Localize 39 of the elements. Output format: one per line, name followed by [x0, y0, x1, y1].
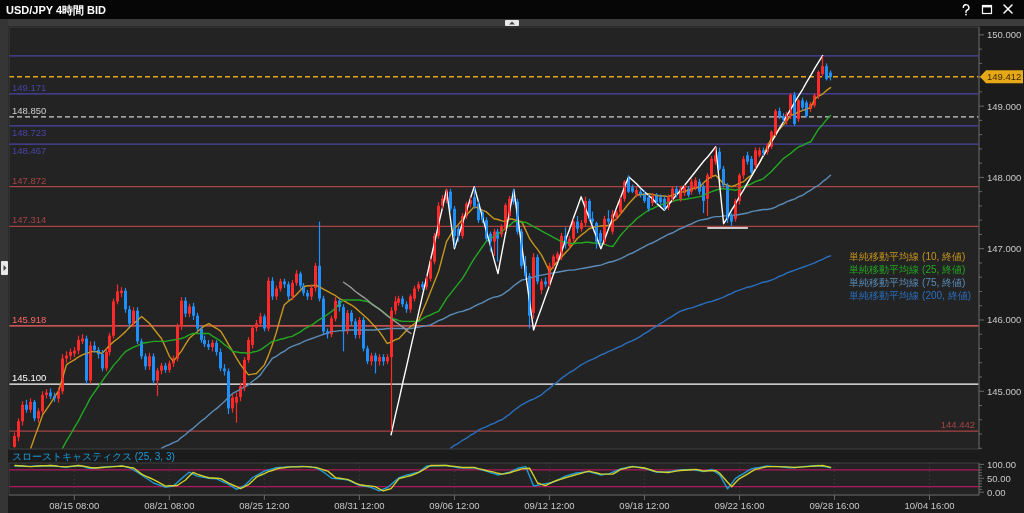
- ref-line-label: 148.850: [12, 104, 47, 116]
- y-tick-label: 100.00: [987, 458, 1017, 470]
- ref-line-label: 145.918: [12, 313, 47, 325]
- line-series: [14, 464, 832, 492]
- text: 単純移動平均線 (25, 終値): [849, 264, 966, 276]
- line-series: [160, 174, 832, 449]
- chart-title: スローストキャスティクス (25, 3, 3): [12, 450, 175, 462]
- ref-line-label: 148.723: [12, 126, 47, 138]
- x-tick-label: 08/25 12:00: [239, 500, 290, 511]
- y-tick-label: 0.00: [987, 486, 1006, 498]
- chart-title: USD/JPY 4時間 BID: [6, 3, 107, 16]
- y-tick-label: 149.412: [987, 71, 1022, 83]
- ref-line-label: 147.314: [12, 214, 47, 226]
- y-tick-label: 149.000: [987, 100, 1022, 112]
- line-series: [449, 255, 832, 449]
- x-tick-label: 09/12 12:00: [524, 500, 575, 511]
- text: 単純移動平均線 (200, 終値): [849, 290, 971, 302]
- ref-line-label: 148.467: [12, 145, 47, 157]
- x-tick-label: 08/15 08:00: [49, 500, 100, 511]
- y-tick-label: 148.000: [987, 171, 1022, 183]
- ref-line-label: 149.171: [12, 81, 47, 93]
- text: 単純移動平均線 (10, 終値): [849, 251, 966, 263]
- x-tick-label: 08/21 08:00: [144, 500, 195, 511]
- ref-line-label: 147.872: [12, 174, 47, 186]
- x-tick-label: 09/22 16:00: [714, 500, 765, 511]
- x-tick-label: 09/06 12:00: [429, 500, 480, 511]
- ref-line-label: 145.100: [12, 372, 47, 384]
- y-tick-label: 146.000: [987, 314, 1022, 326]
- y-tick-label: 50.00: [987, 472, 1011, 484]
- ref-line-label: 144.442: [940, 419, 975, 431]
- line-series: [342, 281, 412, 335]
- x-tick-label: 10/04 16:00: [904, 500, 955, 511]
- x-tick-label: 08/31 12:00: [334, 500, 385, 511]
- y-tick-label: 145.000: [987, 385, 1022, 397]
- y-tick-label: 147.000: [987, 243, 1022, 255]
- text: 単純移動平均線 (75, 終値): [849, 277, 966, 289]
- x-tick-label: 09/28 16:00: [809, 500, 860, 511]
- y-tick-label: 150.000: [987, 29, 1022, 41]
- x-tick-label: 09/18 12:00: [619, 500, 670, 511]
